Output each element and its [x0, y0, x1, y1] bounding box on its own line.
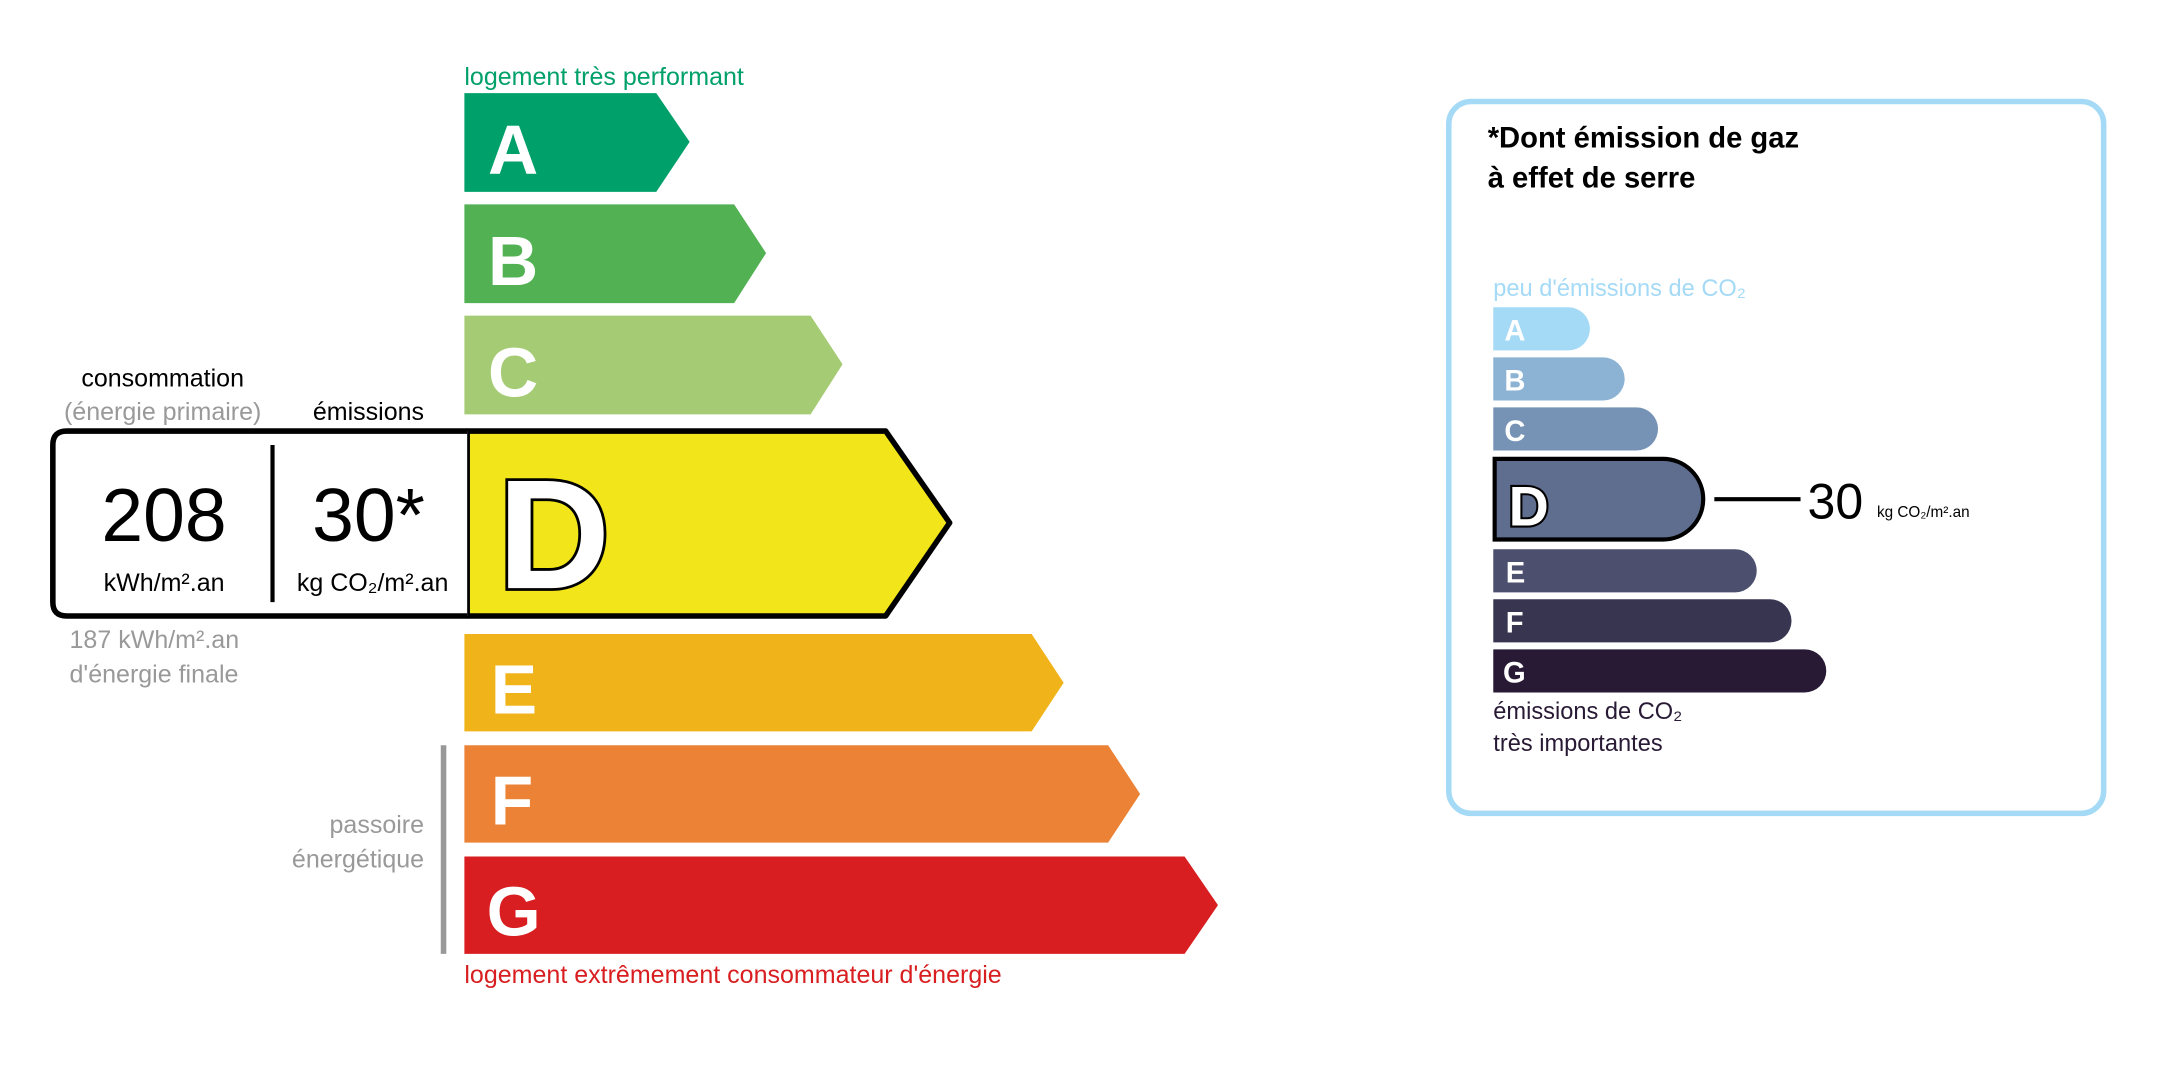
consumption-value: 208	[101, 473, 226, 557]
ges-bottom-caption: émissions de CO₂	[1493, 699, 1682, 725]
ges-bottom-caption-2: très importantes	[1493, 731, 1662, 757]
consumption-unit: kWh/m².an	[104, 569, 225, 597]
bottom-caption: logement extrêmement consommateur d'éner…	[464, 961, 1001, 989]
final-energy-value: 187 kWh/m².an	[70, 626, 240, 654]
class-letter: G	[1503, 658, 1526, 690]
class-letter: B	[1504, 366, 1525, 398]
class-bar-c: C	[464, 315, 843, 415]
class-letter: F	[491, 762, 533, 840]
ges-bar-a: A	[1493, 307, 1590, 351]
current-class-indicator: D 208 kWh/m².an 30* kg CO₂/m².an	[50, 428, 953, 624]
class-bar-f: F	[464, 745, 1141, 843]
class-letter: E	[1506, 558, 1525, 590]
class-bar-b: B	[464, 204, 767, 304]
class-letter: D	[1509, 476, 1549, 538]
ges-bar-f: F	[1493, 599, 1792, 643]
passoire-label-2: énergétique	[292, 846, 424, 874]
ges-title-2: à effet de serre	[1488, 163, 1696, 195]
class-letter: F	[1506, 608, 1524, 640]
ges-bar-c: C	[1493, 407, 1659, 451]
ges-bar-b: B	[1493, 357, 1625, 401]
consumption-header: consommation	[81, 365, 244, 393]
ges-bar-e: E	[1493, 549, 1757, 593]
class-bar-e: E	[464, 634, 1064, 732]
class-letter: G	[487, 873, 541, 951]
class-letter: C	[1504, 416, 1525, 448]
class-letter: A	[488, 111, 538, 189]
emissions-unit: kg CO₂/m².an	[297, 569, 449, 597]
class-bar-g: G	[464, 856, 1218, 954]
ges-bar-g: G	[1493, 649, 1827, 693]
class-letter: D	[498, 447, 610, 621]
class-bar-a: A	[464, 93, 690, 192]
emissions-value: 30*	[312, 473, 425, 557]
class-letter: E	[491, 650, 537, 728]
passoire-label: passoire	[330, 811, 425, 839]
class-letter: A	[1504, 316, 1525, 348]
consumption-subheader: (énergie primaire)	[64, 398, 261, 426]
ges-title: *Dont émission de gaz	[1488, 122, 1799, 154]
emissions-header: émissions	[313, 398, 424, 426]
ges-current-class-indicator: D 30 kg CO₂/m².an	[1492, 456, 1970, 542]
class-letter: B	[488, 222, 538, 300]
ges-value: 30	[1808, 474, 1864, 530]
class-letter: C	[488, 333, 538, 411]
ges-panel: *Dont émission de gaz à effet de serre p…	[1446, 98, 2107, 817]
ges-unit: kg CO₂/m².an	[1877, 504, 1970, 521]
ges-top-caption: peu d'émissions de CO₂	[1493, 276, 1746, 302]
final-energy-label: d'énergie finale	[70, 661, 239, 689]
top-caption: logement très performant	[464, 63, 744, 91]
